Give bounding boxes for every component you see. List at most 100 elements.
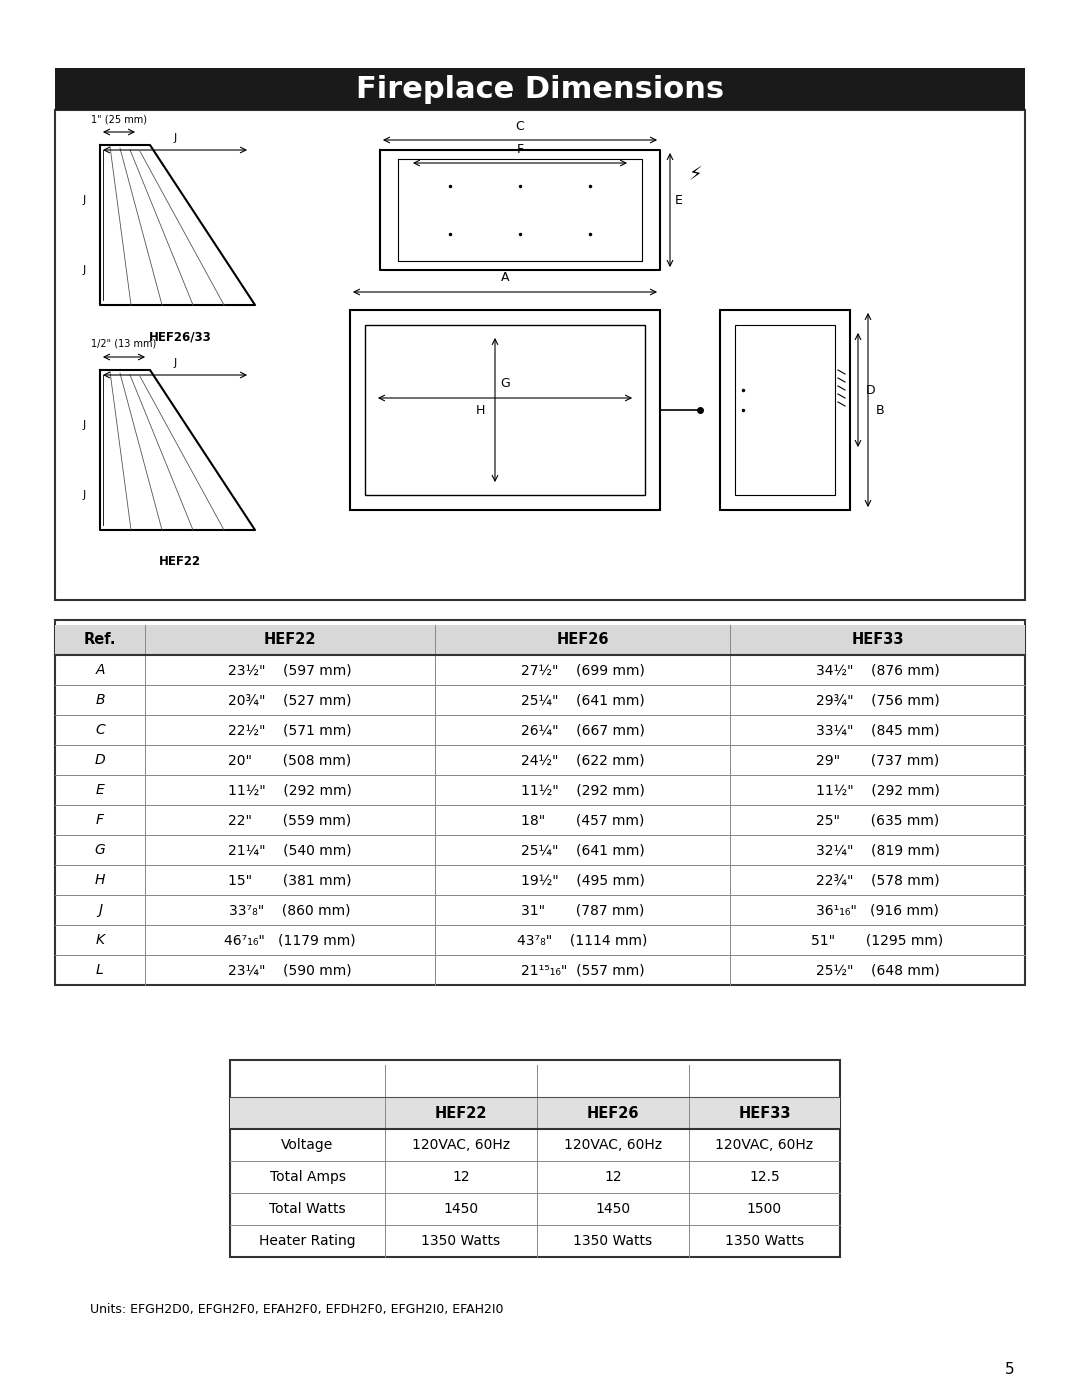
Text: 26¼"    (667 mm): 26¼" (667 mm) bbox=[521, 724, 645, 738]
Bar bbox=[55, 620, 1025, 985]
Text: 21¹⁵₁₆"  (557 mm): 21¹⁵₁₆" (557 mm) bbox=[521, 963, 645, 977]
Text: D: D bbox=[866, 384, 876, 397]
Text: 1350 Watts: 1350 Watts bbox=[573, 1234, 652, 1248]
Text: 1450: 1450 bbox=[444, 1201, 478, 1215]
Text: J: J bbox=[83, 265, 86, 275]
Text: 11½"    (292 mm): 11½" (292 mm) bbox=[521, 782, 645, 798]
Text: 33⁷₈"    (860 mm): 33⁷₈" (860 mm) bbox=[229, 902, 351, 916]
Text: 120VAC, 60Hz: 120VAC, 60Hz bbox=[564, 1139, 662, 1153]
Text: C: C bbox=[95, 724, 105, 738]
Text: A: A bbox=[95, 664, 105, 678]
Bar bbox=[145, 624, 435, 655]
Bar bbox=[435, 624, 730, 655]
Text: 12: 12 bbox=[453, 1171, 470, 1185]
Bar bbox=[350, 310, 660, 510]
Text: 25¼"    (641 mm): 25¼" (641 mm) bbox=[521, 842, 645, 856]
Text: Electrical Specifications: Electrical Specifications bbox=[423, 1071, 647, 1090]
Text: 19½"    (495 mm): 19½" (495 mm) bbox=[521, 873, 645, 887]
Text: ⚡: ⚡ bbox=[688, 165, 702, 184]
Text: A: A bbox=[501, 271, 510, 284]
Text: 25"       (635 mm): 25" (635 mm) bbox=[815, 813, 940, 827]
Text: 31"       (787 mm): 31" (787 mm) bbox=[521, 902, 644, 916]
Bar bbox=[730, 624, 1025, 655]
Text: 21¼"    (540 mm): 21¼" (540 mm) bbox=[228, 842, 352, 856]
Bar bbox=[365, 326, 645, 495]
Text: 1450: 1450 bbox=[595, 1201, 631, 1215]
Text: HEF22: HEF22 bbox=[159, 555, 201, 569]
Text: HEF26: HEF26 bbox=[586, 1105, 639, 1120]
Text: 22½"    (571 mm): 22½" (571 mm) bbox=[228, 724, 352, 738]
Bar bbox=[537, 1097, 689, 1129]
Text: F: F bbox=[516, 142, 524, 156]
Text: E: E bbox=[675, 194, 683, 207]
Text: 51"       (1295 mm): 51" (1295 mm) bbox=[811, 933, 944, 947]
Text: J: J bbox=[83, 420, 86, 430]
Text: 33¼"    (845 mm): 33¼" (845 mm) bbox=[815, 724, 940, 738]
Text: HEF33: HEF33 bbox=[739, 1105, 791, 1120]
Text: Voltage: Voltage bbox=[282, 1139, 334, 1153]
Text: 24½"    (622 mm): 24½" (622 mm) bbox=[521, 753, 645, 767]
Bar bbox=[230, 1060, 840, 1257]
Text: 23¼"    (590 mm): 23¼" (590 mm) bbox=[228, 963, 352, 977]
Text: HEF33: HEF33 bbox=[851, 633, 904, 647]
Text: 43⁷₈"    (1114 mm): 43⁷₈" (1114 mm) bbox=[517, 933, 648, 947]
Text: HEF26/33: HEF26/33 bbox=[149, 330, 212, 344]
Text: C: C bbox=[515, 120, 525, 133]
Text: Ref.: Ref. bbox=[84, 633, 117, 647]
Text: J: J bbox=[174, 358, 177, 367]
Text: 11½"    (292 mm): 11½" (292 mm) bbox=[228, 782, 352, 798]
Text: 120VAC, 60Hz: 120VAC, 60Hz bbox=[715, 1139, 813, 1153]
Text: HEF22: HEF22 bbox=[435, 1105, 487, 1120]
Text: Total Watts: Total Watts bbox=[269, 1201, 346, 1215]
Text: J: J bbox=[83, 490, 86, 500]
Text: Units: EFGH2D0, EFGH2F0, EFAH2F0, EFDH2F0, EFGH2I0, EFAH2I0: Units: EFGH2D0, EFGH2F0, EFAH2F0, EFDH2F… bbox=[90, 1303, 503, 1316]
Text: 12: 12 bbox=[604, 1171, 622, 1185]
Text: 34½"    (876 mm): 34½" (876 mm) bbox=[815, 664, 940, 678]
Text: Heater Rating: Heater Rating bbox=[259, 1234, 355, 1248]
Text: D: D bbox=[95, 753, 106, 767]
Bar bbox=[689, 1097, 840, 1129]
Bar bbox=[230, 1097, 384, 1129]
Text: 22¾"    (578 mm): 22¾" (578 mm) bbox=[815, 873, 940, 887]
Text: 36¹₁₆"   (916 mm): 36¹₁₆" (916 mm) bbox=[816, 902, 939, 916]
Text: Fireplace Dimensions: Fireplace Dimensions bbox=[356, 74, 724, 103]
Text: 18"       (457 mm): 18" (457 mm) bbox=[521, 813, 644, 827]
Text: B: B bbox=[876, 404, 885, 416]
Text: 20"       (508 mm): 20" (508 mm) bbox=[228, 753, 352, 767]
FancyBboxPatch shape bbox=[55, 110, 1025, 599]
Text: 1500: 1500 bbox=[747, 1201, 782, 1215]
Text: B: B bbox=[95, 693, 105, 707]
Text: G: G bbox=[500, 377, 510, 390]
Text: 25¼"    (641 mm): 25¼" (641 mm) bbox=[521, 693, 645, 707]
Text: 29¾"    (756 mm): 29¾" (756 mm) bbox=[815, 693, 940, 707]
Text: H: H bbox=[475, 404, 485, 416]
Text: 120VAC, 60Hz: 120VAC, 60Hz bbox=[411, 1139, 510, 1153]
Text: Total Amps: Total Amps bbox=[270, 1171, 346, 1185]
Text: HEF26: HEF26 bbox=[556, 633, 609, 647]
FancyBboxPatch shape bbox=[55, 68, 1025, 110]
Text: 5: 5 bbox=[1005, 1362, 1015, 1377]
Text: 23½"    (597 mm): 23½" (597 mm) bbox=[228, 664, 352, 678]
Text: 27½"    (699 mm): 27½" (699 mm) bbox=[521, 664, 645, 678]
Text: 1" (25 mm): 1" (25 mm) bbox=[91, 115, 147, 124]
Text: 1350 Watts: 1350 Watts bbox=[421, 1234, 500, 1248]
Bar bbox=[720, 310, 850, 510]
Text: HEF22: HEF22 bbox=[264, 633, 316, 647]
Text: 11½"    (292 mm): 11½" (292 mm) bbox=[815, 782, 940, 798]
Text: J: J bbox=[98, 902, 103, 916]
Text: 25½"    (648 mm): 25½" (648 mm) bbox=[815, 963, 940, 977]
Text: 15"       (381 mm): 15" (381 mm) bbox=[228, 873, 352, 887]
Text: 32¼"    (819 mm): 32¼" (819 mm) bbox=[815, 842, 940, 856]
Bar bbox=[230, 1065, 840, 1097]
Text: H: H bbox=[95, 873, 105, 887]
Bar bbox=[384, 1097, 537, 1129]
Bar bbox=[55, 624, 145, 655]
Text: 1/2" (13 mm): 1/2" (13 mm) bbox=[92, 339, 157, 349]
Text: 1350 Watts: 1350 Watts bbox=[725, 1234, 805, 1248]
Text: 46⁷₁₆"   (1179 mm): 46⁷₁₆" (1179 mm) bbox=[225, 933, 355, 947]
Text: L: L bbox=[96, 963, 104, 977]
Text: G: G bbox=[95, 842, 106, 856]
Text: 12.5: 12.5 bbox=[750, 1171, 780, 1185]
Text: E: E bbox=[96, 782, 105, 798]
Bar bbox=[735, 326, 835, 495]
